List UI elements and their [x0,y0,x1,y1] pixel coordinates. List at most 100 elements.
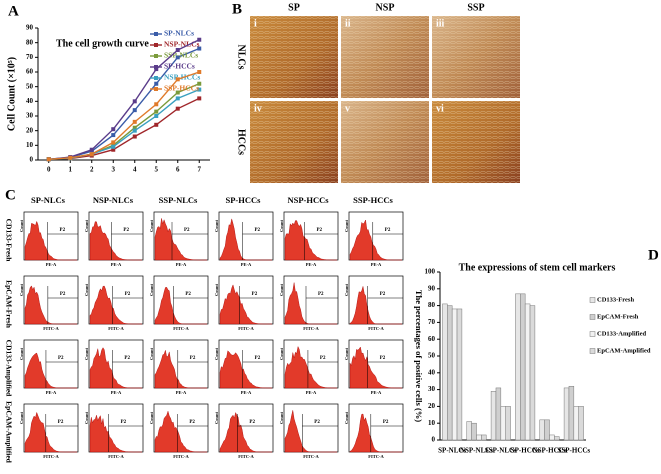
legend-label: SP-HCCs [164,62,195,71]
histogram [154,349,207,389]
bar [520,293,526,441]
gate-label: P2 [190,356,196,361]
column-label: SP [288,2,300,13]
y-axis-label: Count [344,220,349,233]
y-tick-label: 90 [26,24,34,32]
marker [111,144,116,149]
y-axis-label: Count [19,348,24,361]
panel-label: D [648,247,659,263]
bar [447,305,453,441]
image-label: vi [436,103,444,114]
y-axis-label: Cell Count (×10⁵) [6,57,17,131]
x-axis-label: FITC-A [43,326,59,331]
x-axis-label: FITC-A [303,454,319,459]
row-label: CD133-Fresh [4,219,13,263]
gate-label: P2 [189,420,195,425]
column-label: SP-NLCs [31,195,66,205]
line [48,83,200,160]
panel-label: B [232,1,242,17]
image-label: i [254,18,257,29]
legend-label: NSP-NLCs [164,40,200,49]
chart-title: The expressions of stem cell markers [459,262,616,273]
y-axis-label: Count [149,412,154,425]
column-label: NSP [376,2,395,13]
marker [111,147,116,152]
histogram [219,218,272,261]
gate-label: P2 [121,420,127,425]
bar [451,308,458,441]
gate-label: P2 [125,292,131,297]
histogram [349,413,402,453]
row-label: EpCAM-Amplified [4,401,13,463]
legend-swatch [589,297,596,303]
x-tick-label: 0 [47,166,51,174]
x-axis-label: FITC-A [173,326,189,331]
bar [563,387,570,441]
y-tick-label: 0 [432,436,436,444]
bar [456,308,463,441]
column-label: SSP [467,2,484,13]
gate-label: P2 [252,292,258,297]
histogram [24,411,77,453]
x-axis-label: PE-A [306,262,317,267]
column-label: NSP-NLCs [93,195,134,205]
column-label: NSP-HCCs [287,195,329,205]
bar [554,436,560,441]
legend-marker [154,32,158,36]
gate-label: P2 [320,356,326,361]
marker [132,125,137,130]
x-axis-label: FITC-A [238,326,254,331]
x-tick-label: NSP-NLCs [460,447,493,455]
y-axis-label: Count [84,348,89,361]
y-tick-label: 80 [428,301,436,309]
x-tick-label: SSP-NLCs [485,447,517,455]
y-tick-label: 60 [26,68,34,76]
y-axis-label: Count [149,220,154,233]
x-axis-label: PE-A [241,390,252,395]
y-axis-label: Count [279,412,284,425]
marker [46,157,51,162]
gate-label: P2 [60,228,66,233]
marker [111,127,116,132]
legend-marker [154,76,158,80]
y-axis-label: Count [149,284,154,297]
histogram [154,410,207,453]
bar [568,385,575,441]
panel-label: A [8,3,19,19]
marker [154,109,159,114]
marker [89,152,94,157]
bar [539,419,545,441]
marker [111,133,116,138]
x-tick-label: SSP-HCCs [557,447,590,455]
y-axis-label: Count [279,284,284,297]
legend-swatch [589,314,596,320]
x-axis-label: PE-A [176,390,187,395]
x-tick-label: 2 [90,166,94,174]
legend-label: CD133-Fresh [597,296,634,303]
y-tick-label: 70 [428,318,436,326]
line [48,39,200,160]
y-axis-label: Count [279,220,284,233]
y-axis-label: Count [19,284,24,297]
legend-label: EpCAM-Amplified [597,347,651,354]
x-tick-label: 4 [133,166,137,174]
marker [89,147,94,152]
marker [132,99,137,104]
bar [495,387,502,441]
bar [471,422,477,441]
y-tick-label: 50 [428,352,436,360]
gate-label: P2 [58,420,64,425]
image-label: v [345,103,350,114]
histogram [154,218,207,261]
y-axis-label: Count [84,284,89,297]
marker [175,55,180,60]
x-axis-label: PE-A [111,390,122,395]
x-tick-label: SP-HCCs [511,447,540,455]
x-axis-label: FITC-A [108,326,124,331]
line [48,71,200,160]
bar [515,293,521,441]
x-axis-label: PE-A [241,262,252,267]
bar [500,406,506,441]
root: A B C D 0 10 20 30 40 50 60 70 80 90 0 1 2 3 4 5 6 7 The cell … [4,1,659,463]
